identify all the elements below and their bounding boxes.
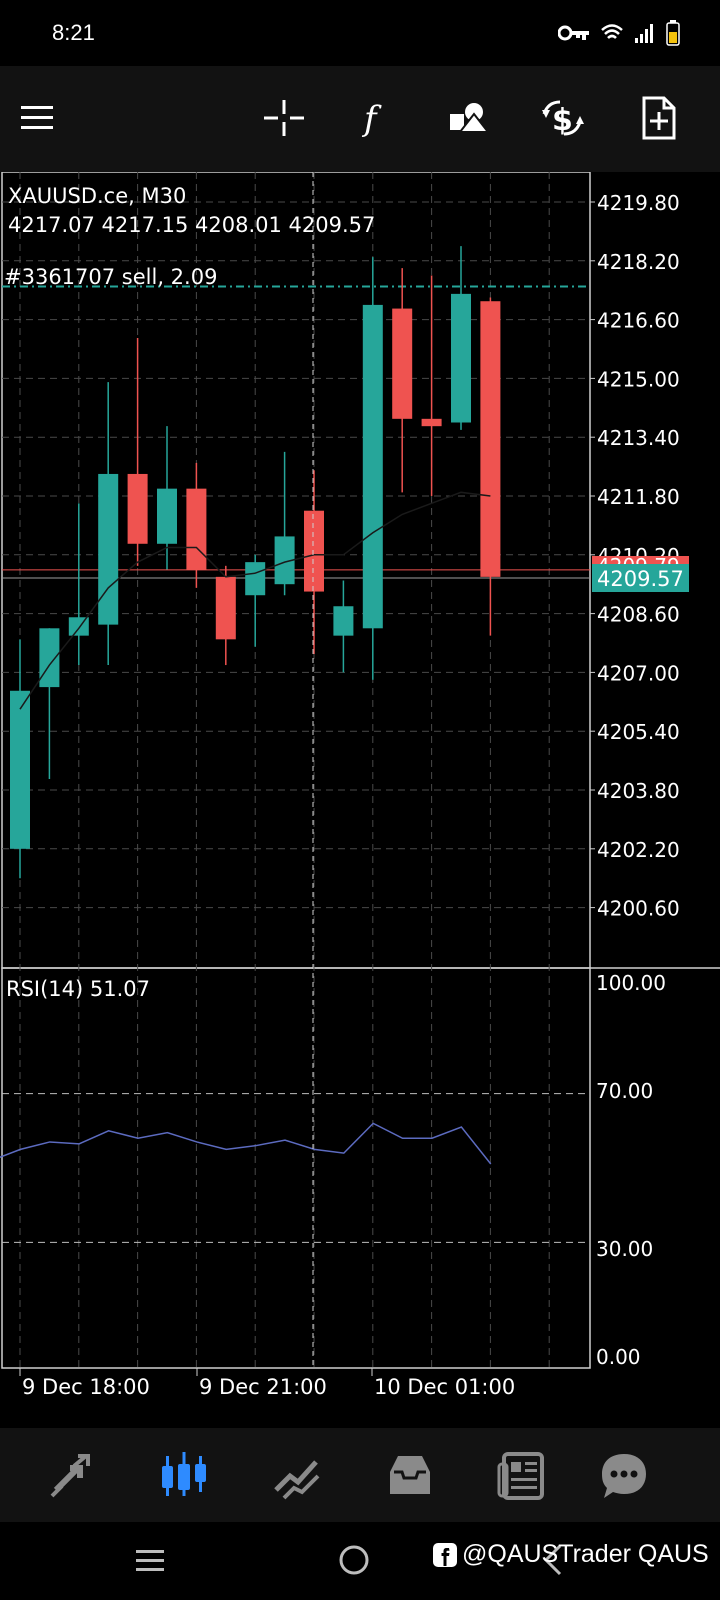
price-axis: 4219.80 4218.20 4216.60 4215.00 4213.40 4211.… [590, 191, 680, 921]
price-tick-label: 4207.00 [597, 661, 680, 685]
history-icon[interactable] [384, 1450, 436, 1502]
chart-tab-icon[interactable] [158, 1450, 210, 1502]
recent-apps-icon[interactable] [132, 1542, 168, 1578]
trade-icon[interactable] [272, 1450, 324, 1502]
indicators-icon[interactable]: f [352, 94, 400, 142]
rsi-tick-label: 70.00 [596, 1079, 653, 1103]
candle-body [186, 488, 207, 570]
price-tick-label: 4219.80 [597, 191, 680, 215]
price-tick-label: 4213.40 [597, 426, 680, 450]
rsi-panel-border [1, 967, 591, 1369]
trade-dollar-icon[interactable]: $ [538, 94, 586, 142]
candle-body [333, 606, 354, 636]
rsi-polyline [0, 1122, 492, 1165]
wifi-icon [601, 24, 623, 39]
candle-body [215, 576, 236, 640]
news-icon[interactable] [496, 1450, 548, 1502]
rsi-tick-label: 30.00 [596, 1237, 653, 1261]
price-tick-label: 4218.20 [597, 250, 680, 274]
symbol-label: XAUUSD.ce, M30 [8, 184, 186, 208]
candle-body [10, 690, 30, 849]
ma-polyline [19, 491, 491, 710]
rsi-tick-label: 100.00 [596, 971, 666, 995]
candle-body [362, 304, 383, 629]
menu-icon[interactable] [13, 94, 61, 142]
signal-icon [635, 24, 653, 43]
watermark-text: @QAUSTrader QAUS [462, 1540, 709, 1568]
watermark: @QAUSTrader QAUS [432, 1540, 709, 1569]
rsi-tick-label: 0.00 [596, 1345, 641, 1369]
chart-toolbar: f $ [0, 66, 720, 172]
price-tick-label: 4208.60 [597, 603, 680, 627]
grid-lines [2, 172, 590, 1368]
candle-body [392, 308, 413, 419]
price-tick-label: 4216.60 [597, 309, 680, 333]
candle-body [157, 488, 177, 544]
candle-body [68, 617, 89, 636]
price-tick-label: 4205.40 [597, 720, 680, 744]
svg-text:f: f [361, 99, 382, 139]
messages-icon[interactable] [598, 1450, 650, 1502]
candle-body [480, 301, 501, 577]
candle-body [274, 536, 295, 585]
new-order-icon[interactable] [634, 94, 682, 142]
candle-body [98, 473, 119, 625]
ohlc-label: 4217.07 4217.15 4208.01 4209.57 [8, 213, 375, 237]
back-icon[interactable] [536, 1542, 572, 1578]
home-icon[interactable] [336, 1542, 372, 1578]
candle-body [451, 293, 471, 423]
bottom-navigation [0, 1428, 720, 1522]
candle-body [421, 418, 442, 427]
candle-body [245, 562, 266, 596]
candle-body [39, 628, 60, 688]
status-bar: 8:21 [0, 0, 720, 66]
time-tick-label: 10 Dec 01:00 [374, 1375, 515, 1399]
price-tick-label: 4203.80 [597, 779, 680, 803]
objects-icon[interactable] [444, 94, 492, 142]
crosshair-icon[interactable] [260, 94, 308, 142]
quotes-icon[interactable] [46, 1450, 98, 1502]
candle-body [304, 510, 324, 592]
status-icons [558, 20, 680, 46]
system-navigation-bar [0, 1522, 720, 1600]
price-tick-label: 4215.00 [597, 367, 680, 391]
current-price-tag: 4209.57 [597, 567, 684, 591]
facebook-icon [433, 1542, 457, 1567]
time-axis: 9 Dec 18:00 9 Dec 21:00 10 Dec 01:00 [19, 1368, 515, 1399]
price-tick-label: 4200.60 [597, 897, 680, 921]
price-tick-label: 4202.20 [597, 838, 680, 862]
moving-average-line [19, 491, 491, 710]
rsi-axis: 100.00 70.00 30.00 0.00 [596, 971, 666, 1369]
rsi-label: RSI(14) 51.07 [6, 977, 150, 1001]
svg-text:$: $ [552, 103, 573, 138]
battery-icon [666, 20, 680, 46]
order-label: #3361707 sell, 2.09 [4, 265, 217, 289]
order-line [2, 285, 590, 579]
price-tag-bg-current [592, 564, 689, 592]
candle-body [127, 473, 148, 544]
time-tick-label: 9 Dec 18:00 [22, 1375, 150, 1399]
status-time: 8:21 [52, 20, 95, 45]
vpn-key-icon [558, 25, 589, 41]
rsi-line [0, 1122, 492, 1165]
price-chart[interactable]: 4219.80 4218.20 4216.60 4215.00 4213.40 4211.… [0, 172, 720, 1428]
time-tick-label: 9 Dec 21:00 [199, 1375, 327, 1399]
chart-area[interactable]: 4219.80 4218.20 4216.60 4215.00 4213.40 4211.… [0, 172, 720, 1428]
price-tick-label: 4211.80 [597, 485, 680, 509]
